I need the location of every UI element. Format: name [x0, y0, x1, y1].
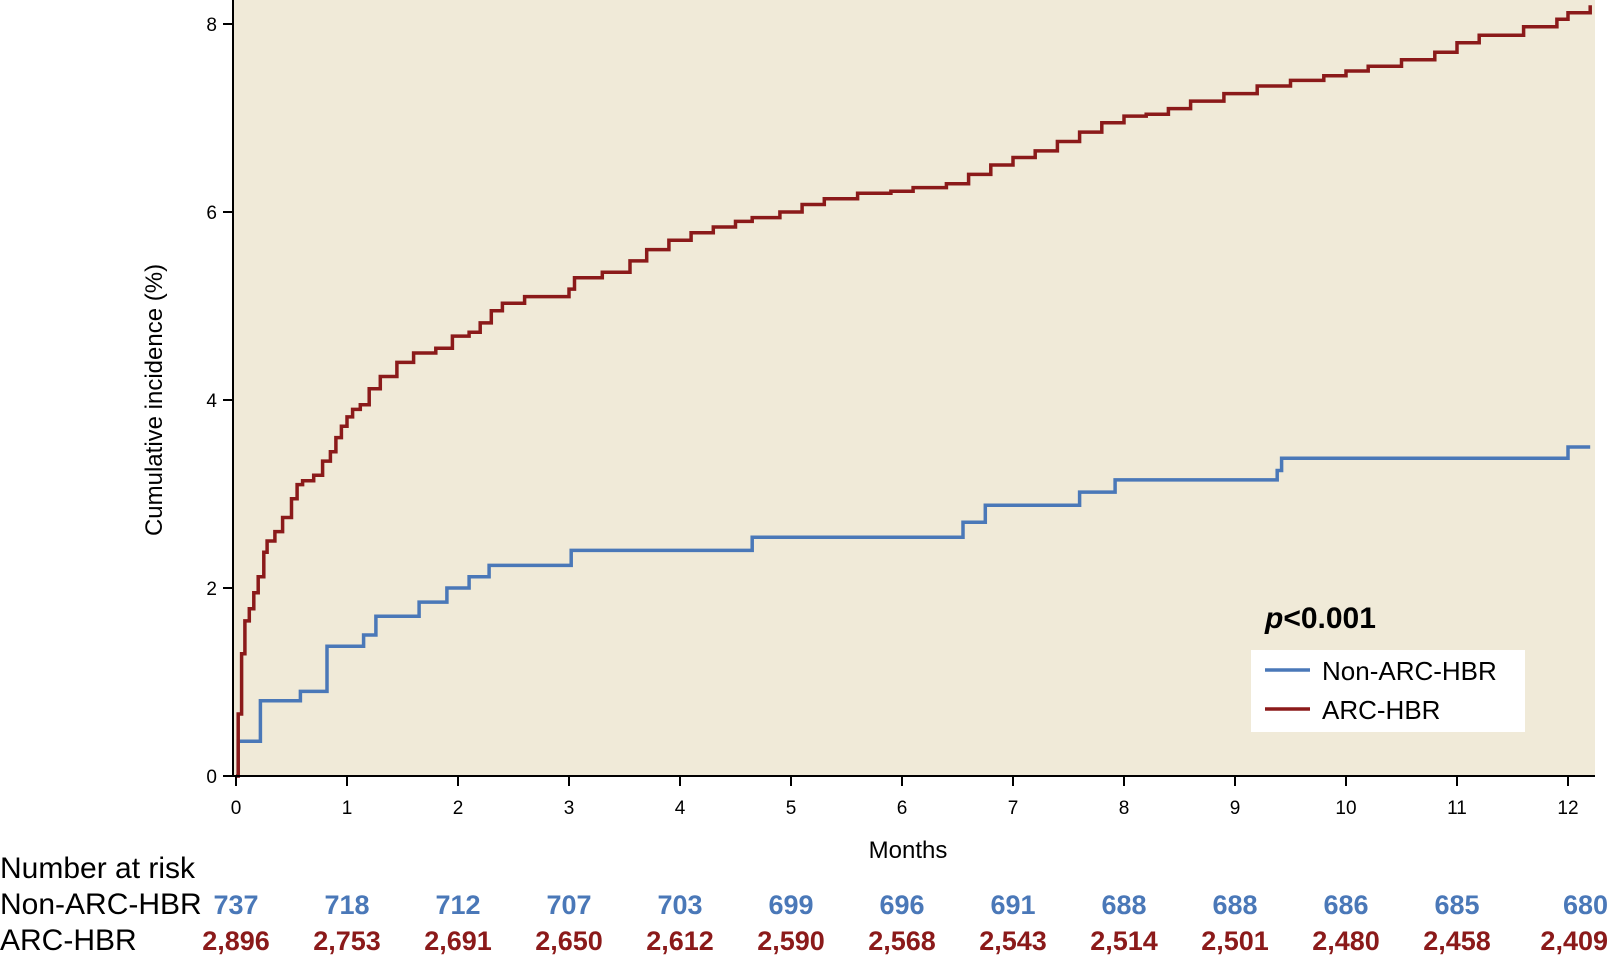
x-ticks: 0 1 2 3 4 5 6 7 8 9 10 11 12	[231, 776, 1579, 819]
x-tick-label: 7	[1008, 798, 1019, 819]
y-tick-label: 8	[206, 15, 217, 36]
p-value-annotation: p<0.001	[1264, 602, 1376, 635]
legend: Non-ARC-HBR ARC-HBR	[1251, 650, 1525, 732]
p-value-letter: p	[1264, 602, 1283, 635]
risk-value-arc-hbr: 2,753	[313, 926, 381, 956]
y-axis-title: Cumulative incidence (%)	[141, 264, 168, 536]
risk-value-non-arc-hbr: 688	[1212, 890, 1257, 920]
risk-value-non-arc-hbr: 712	[435, 890, 480, 920]
risk-value-arc-hbr: 2,691	[424, 926, 492, 956]
risk-value-non-arc-hbr: 718	[324, 890, 369, 920]
x-tick-label: 12	[1557, 798, 1578, 819]
x-tick-label: 11	[1447, 798, 1467, 819]
risk-value-non-arc-hbr: 699	[768, 890, 813, 920]
y-ticks: 0 2 4 6 8	[206, 15, 233, 788]
risk-value-arc-hbr: 2,501	[1201, 926, 1269, 956]
risk-value-arc-hbr: 2,568	[868, 926, 936, 956]
x-tick-label: 5	[786, 798, 797, 819]
risk-value-arc-hbr: 2,514	[1090, 926, 1158, 956]
risk-value-arc-hbr: 2,458	[1423, 926, 1491, 956]
x-tick-label: 0	[231, 798, 242, 819]
y-tick-label: 6	[206, 203, 217, 224]
risk-value-non-arc-hbr: 688	[1101, 890, 1146, 920]
risk-value-arc-hbr: 2,543	[979, 926, 1047, 956]
risk-value-non-arc-hbr: 680	[1563, 890, 1608, 920]
risk-value-non-arc-hbr: 737	[213, 890, 258, 920]
risk-value-arc-hbr: 2,590	[757, 926, 825, 956]
x-tick-label: 9	[1230, 798, 1241, 819]
risk-values: 737 718 712 707 703 699 696 691 688 688 686 685 680 2…	[202, 890, 1608, 956]
plot-background	[233, 0, 1595, 776]
legend-box	[1251, 650, 1525, 732]
risk-value-non-arc-hbr: 691	[990, 890, 1035, 920]
risk-value-arc-hbr: 2,480	[1312, 926, 1380, 956]
x-axis-title: Months	[869, 837, 948, 864]
series-layer	[236, 5, 1592, 778]
risk-row-label-arc-hbr: ARC-HBR	[0, 924, 137, 957]
series-line-arc-hbr	[236, 5, 1592, 778]
risk-row-label-non-arc-hbr: Non-ARC-HBR	[0, 888, 202, 921]
risk-value-non-arc-hbr: 686	[1323, 890, 1368, 920]
risk-value-non-arc-hbr: 685	[1434, 890, 1479, 920]
risk-value-non-arc-hbr: 707	[546, 890, 591, 920]
x-tick-label: 10	[1335, 798, 1356, 819]
risk-value-arc-hbr: 2,612	[646, 926, 714, 956]
x-tick-label: 1	[342, 798, 353, 819]
risk-value-arc-hbr: 2,409	[1540, 926, 1608, 956]
x-tick-label: 6	[897, 798, 908, 819]
risk-value-non-arc-hbr: 703	[657, 890, 702, 920]
x-tick-label: 3	[564, 798, 575, 819]
p-value-text: <0.001	[1283, 602, 1376, 635]
y-tick-label: 2	[206, 579, 217, 600]
series-line-non-arc-hbr	[236, 445, 1591, 778]
legend-label-arc-hbr: ARC-HBR	[1322, 695, 1440, 725]
risk-table-title: Number at risk	[0, 852, 196, 885]
x-tick-label: 2	[453, 798, 464, 819]
risk-value-non-arc-hbr: 696	[879, 890, 924, 920]
y-tick-label: 4	[206, 391, 217, 412]
x-tick-label: 8	[1119, 798, 1130, 819]
x-tick-label: 4	[675, 798, 686, 819]
risk-value-arc-hbr: 2,896	[202, 926, 270, 956]
legend-label-non-arc-hbr: Non-ARC-HBR	[1322, 656, 1497, 686]
risk-value-arc-hbr: 2,650	[535, 926, 603, 956]
y-tick-label: 0	[206, 767, 217, 788]
